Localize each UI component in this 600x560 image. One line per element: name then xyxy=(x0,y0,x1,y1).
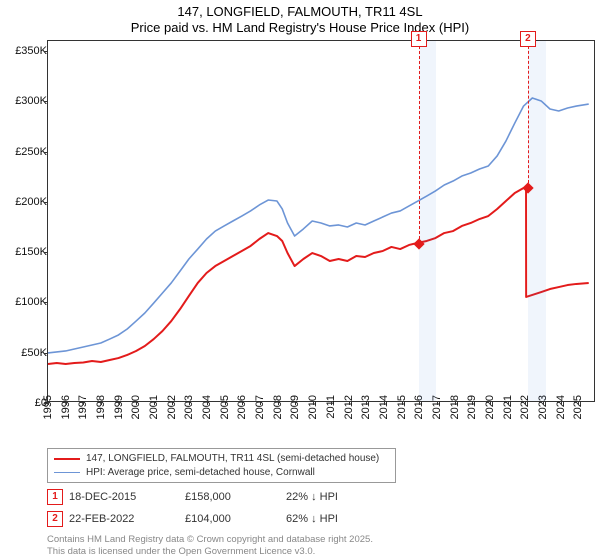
legend-label: HPI: Average price, semi-detached house,… xyxy=(86,466,315,480)
y-tick xyxy=(44,302,48,303)
y-tick xyxy=(44,152,48,153)
x-tick xyxy=(83,401,84,405)
y-tick xyxy=(44,202,48,203)
x-tick xyxy=(278,401,279,405)
footer-line-2: This data is licensed under the Open Gov… xyxy=(47,546,373,558)
x-axis: 1995199619971998199920002001200220032004… xyxy=(48,401,594,447)
sale-delta: 22% ↓ HPI xyxy=(286,491,396,503)
y-tick xyxy=(44,101,48,102)
legend: 147, LONGFIELD, FALMOUTH, TR11 4SL (semi… xyxy=(47,448,396,527)
sale-price: £158,000 xyxy=(185,491,280,503)
x-tick xyxy=(331,401,332,405)
highlight-band xyxy=(419,41,437,401)
sale-price: £104,000 xyxy=(185,513,280,525)
marker-flag: 1 xyxy=(411,31,427,47)
x-tick xyxy=(260,401,261,405)
x-tick xyxy=(384,401,385,405)
y-tick-label: £200K xyxy=(15,196,47,208)
title-line-2: Price paid vs. HM Land Registry's House … xyxy=(0,20,600,36)
x-tick xyxy=(437,401,438,405)
y-tick-label: £100K xyxy=(15,296,47,308)
x-tick xyxy=(119,401,120,405)
footer-note: Contains HM Land Registry data © Crown c… xyxy=(47,534,373,558)
chart-title: 147, LONGFIELD, FALMOUTH, TR11 4SL Price… xyxy=(0,0,600,37)
legend-swatch xyxy=(54,472,80,473)
sale-row: 1 18-DEC-2015 £158,000 22% ↓ HPI xyxy=(47,489,396,505)
x-tick xyxy=(508,401,509,405)
sale-marker-icon: 2 xyxy=(47,511,63,527)
plot-area: £0£50K£100K£150K£200K£250K£300K£350K 199… xyxy=(47,40,595,402)
title-line-1: 147, LONGFIELD, FALMOUTH, TR11 4SL xyxy=(0,4,600,20)
marker-flag: 2 xyxy=(520,31,536,47)
legend-row: HPI: Average price, semi-detached house,… xyxy=(54,466,389,480)
legend-swatch xyxy=(54,458,80,460)
x-tick xyxy=(561,401,562,405)
x-tick xyxy=(349,401,350,405)
x-tick xyxy=(207,401,208,405)
legend-label: 147, LONGFIELD, FALMOUTH, TR11 4SL (semi… xyxy=(86,452,379,466)
x-tick xyxy=(366,401,367,405)
sale-date: 22-FEB-2022 xyxy=(69,513,179,525)
y-tick xyxy=(44,353,48,354)
x-tick xyxy=(295,401,296,405)
legend-row: 147, LONGFIELD, FALMOUTH, TR11 4SL (semi… xyxy=(54,452,389,466)
x-tick xyxy=(154,401,155,405)
x-tick xyxy=(525,401,526,405)
series-price_paid xyxy=(48,187,589,364)
legend-box: 147, LONGFIELD, FALMOUTH, TR11 4SL (semi… xyxy=(47,448,396,483)
x-tick xyxy=(242,401,243,405)
y-tick-label: £250K xyxy=(15,146,47,158)
chart-container: 147, LONGFIELD, FALMOUTH, TR11 4SL Price… xyxy=(0,0,600,560)
footer-line-1: Contains HM Land Registry data © Crown c… xyxy=(47,534,373,546)
sale-marker-icon: 1 xyxy=(47,489,63,505)
y-tick-label: £300K xyxy=(15,95,47,107)
x-tick xyxy=(419,401,420,405)
x-tick xyxy=(189,401,190,405)
y-tick-label: £350K xyxy=(15,45,47,57)
x-tick xyxy=(48,401,49,405)
x-tick xyxy=(490,401,491,405)
x-tick xyxy=(472,401,473,405)
x-tick xyxy=(101,401,102,405)
x-tick xyxy=(172,401,173,405)
x-tick xyxy=(543,401,544,405)
x-tick xyxy=(455,401,456,405)
sales-table: 1 18-DEC-2015 £158,000 22% ↓ HPI 2 22-FEB-202… xyxy=(47,489,396,527)
sale-delta: 62% ↓ HPI xyxy=(286,513,396,525)
y-tick xyxy=(44,51,48,52)
sale-row: 2 22-FEB-2022 £104,000 62% ↓ HPI xyxy=(47,511,396,527)
x-tick xyxy=(136,401,137,405)
y-tick-label: £150K xyxy=(15,246,47,258)
highlight-band xyxy=(528,41,546,401)
sale-date: 18-DEC-2015 xyxy=(69,491,179,503)
series-hpi xyxy=(48,98,589,353)
marker-line xyxy=(419,41,420,244)
x-tick xyxy=(225,401,226,405)
x-tick xyxy=(402,401,403,405)
x-tick xyxy=(578,401,579,405)
y-tick xyxy=(44,252,48,253)
x-tick xyxy=(313,401,314,405)
y-axis: £0£50K£100K£150K£200K£250K£300K£350K xyxy=(2,41,48,401)
line-series xyxy=(48,41,594,401)
x-tick xyxy=(66,401,67,405)
marker-line xyxy=(528,41,529,188)
